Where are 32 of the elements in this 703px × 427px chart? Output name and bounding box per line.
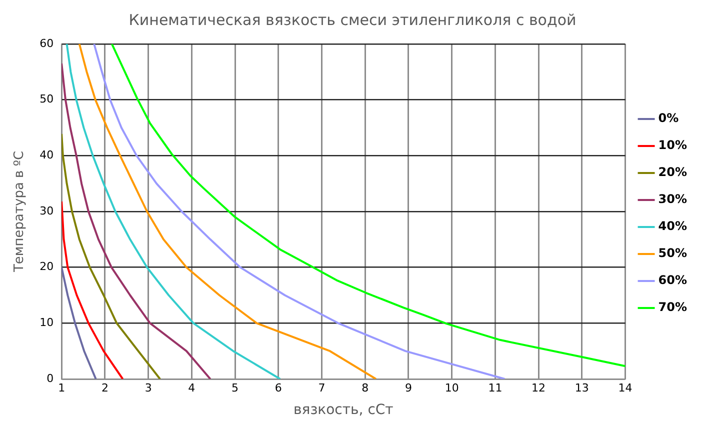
legend-label: 70% <box>658 300 688 314</box>
legend-label: 60% <box>658 273 688 288</box>
y-tick-label: 0 <box>46 372 54 385</box>
x-tick-label: 3 <box>144 381 152 394</box>
chart-title: Кинематическая вязкость смеси этиленгликоля с водой <box>128 10 576 29</box>
x-tick-label: 11 <box>488 381 502 394</box>
x-tick-label: 12 <box>532 381 546 394</box>
legend-label: 30% <box>658 192 688 206</box>
y-tick-label: 60 <box>40 36 54 50</box>
legend-label: 20% <box>658 165 688 180</box>
y-tick-label: 30 <box>40 204 54 218</box>
x-tick-label: 14 <box>618 381 632 394</box>
legend-label: 10% <box>658 138 688 152</box>
x-tick-label: 5 <box>232 381 239 394</box>
y-tick-label: 20 <box>40 260 54 274</box>
x-tick-label: 13 <box>574 381 589 394</box>
legend-label: 0% <box>658 111 679 126</box>
x-tick-label: 9 <box>404 381 412 394</box>
y-tick-label: 10 <box>40 316 54 330</box>
x-axis-title: вязкость, сСт <box>294 402 394 418</box>
x-tick-label: 4 <box>188 381 196 394</box>
x-tick-label: 2 <box>101 381 108 394</box>
y-tick-label: 40 <box>40 148 54 162</box>
x-tick-label: 1 <box>58 381 66 394</box>
x-tick-label: 6 <box>274 381 282 394</box>
x-tick-label: 10 <box>444 381 459 394</box>
x-tick-label: 7 <box>318 381 326 394</box>
x-tick-label: 8 <box>362 381 369 394</box>
y-axis-title: Температура в ºC <box>12 150 28 274</box>
legend-label: 50% <box>658 246 688 260</box>
y-tick-label: 50 <box>40 92 54 106</box>
legend-label: 40% <box>658 219 688 234</box>
